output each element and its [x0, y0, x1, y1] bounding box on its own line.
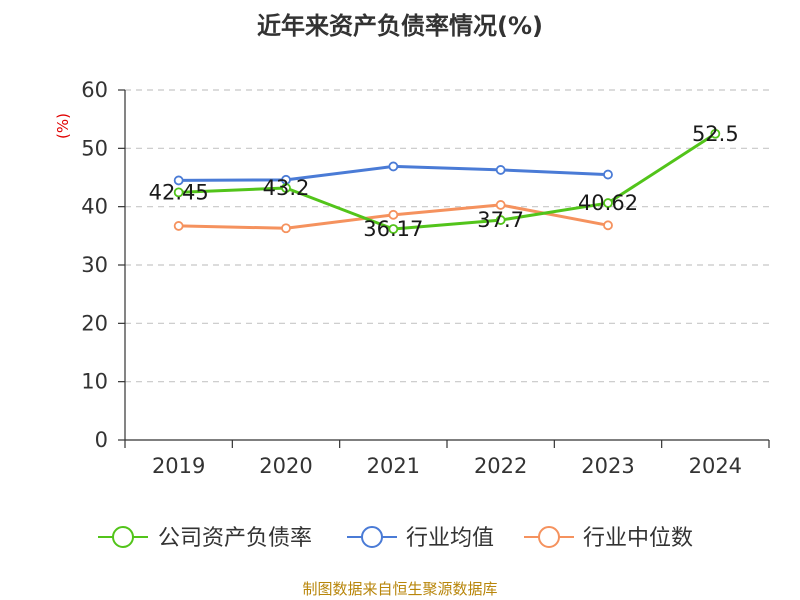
data-point [281, 183, 291, 193]
y-tick-label: 0 [95, 428, 108, 452]
y-tick-label: 60 [81, 78, 108, 102]
y-tick-label: 50 [81, 136, 108, 160]
data-point [495, 215, 506, 225]
x-tick-label: 2020 [259, 454, 312, 478]
data-label: 43.2 [263, 176, 310, 200]
data-point [388, 224, 399, 234]
legend-label: 公司资产负债率 [158, 526, 312, 551]
data-point [388, 209, 399, 220]
data-point [173, 221, 184, 231]
data-point [173, 187, 184, 198]
data-point [603, 198, 613, 208]
data-label: 52.5 [692, 122, 739, 146]
data-point [495, 200, 506, 210]
x-tick-label: 2019 [152, 454, 205, 478]
x-tick-label: 2022 [474, 454, 527, 478]
data-point [710, 128, 721, 139]
chart-title: 近年来资产负债率情况(%) [257, 12, 543, 40]
x-tick-label: 2021 [367, 454, 420, 478]
data-point [281, 223, 291, 234]
y-tick-label: 30 [81, 253, 108, 277]
data-point [603, 169, 613, 180]
data-label: 37.7 [477, 208, 524, 232]
y-tick-label: 10 [81, 370, 108, 394]
legend-label: 行业均值 [406, 526, 494, 551]
y-axis-label: (%) [54, 113, 72, 139]
legend-marker [361, 526, 383, 548]
data-point [495, 165, 506, 175]
series-line [178, 132, 717, 231]
legend-label: 行业中位数 [583, 526, 693, 551]
data-label: 42.45 [149, 180, 209, 204]
data-label: 40.62 [578, 191, 638, 215]
data-point [173, 175, 184, 186]
legend-marker [538, 526, 560, 548]
legend-marker [112, 526, 134, 548]
data-point [388, 161, 399, 172]
data-label: 36.17 [363, 217, 423, 241]
y-tick-label: 20 [81, 311, 108, 335]
y-tick-label: 40 [81, 195, 108, 219]
data-source-note: 制图数据来自恒生聚源数据库 [302, 580, 498, 598]
x-tick-label: 2023 [581, 454, 634, 478]
x-tick-label: 2024 [689, 454, 742, 478]
data-point [603, 220, 613, 231]
